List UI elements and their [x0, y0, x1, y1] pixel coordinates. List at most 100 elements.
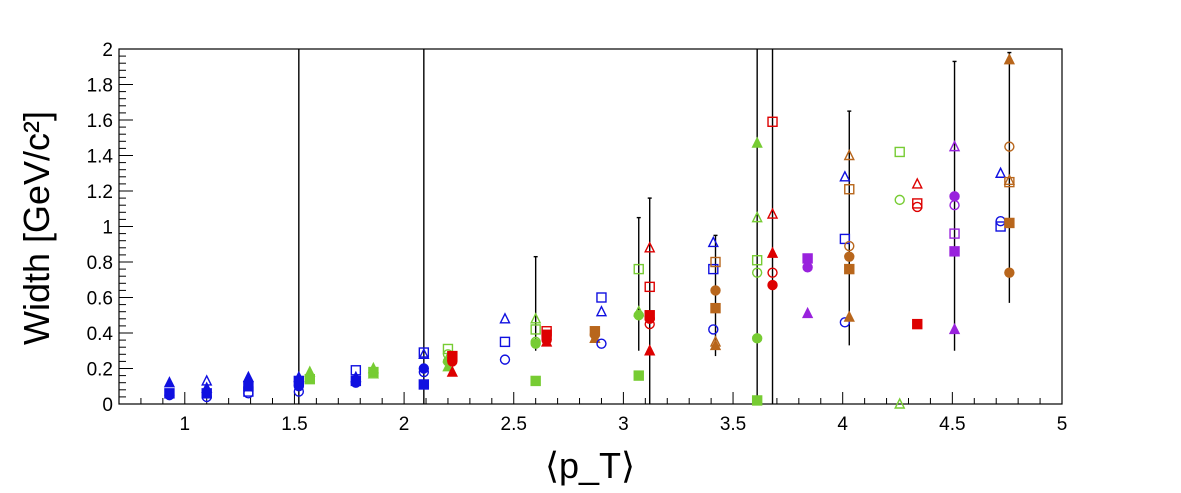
data-point-circle-open-red [644, 318, 655, 330]
data-point-square-open-red [767, 116, 778, 127]
plot-frame [118, 48, 1063, 405]
y-axis-ticks: 0 0.2 0.4 0.6 0.8 1 1.2 1.4 1.6 1.8 2 [87, 40, 133, 416]
data-point-square-open-orange [710, 256, 721, 268]
data-point-circle-open-green [894, 194, 905, 206]
x-axis-title: ⟨p_T⟩ [545, 445, 635, 486]
data-point-triangle-open-blue [707, 235, 719, 248]
data-point-circle-open-blue [418, 366, 430, 378]
data-point-circle-open-blue [499, 354, 511, 365]
data-point-square-filled-orange [844, 263, 855, 275]
data-point-square-filled-purple [802, 253, 813, 264]
y-axis-title-text: Width [GeV/c²] [16, 111, 57, 345]
data-point-square-open-green [751, 255, 763, 266]
data-point-circle-open-blue [596, 338, 607, 349]
data-point-square-filled-green [304, 373, 315, 385]
data-point-circle-filled-red [644, 313, 655, 324]
data-point-circle-open-blue [201, 391, 212, 403]
data-point-square-open-green [530, 324, 541, 335]
data-point-triangle-filled-orange [843, 310, 855, 322]
data-point-square-open-orange [1004, 176, 1015, 188]
data-point-square-open-orange [844, 184, 855, 195]
svg-text:⟨p_T⟩: ⟨p_T⟩ [545, 445, 635, 486]
x-tick-label: 3 [618, 414, 629, 435]
data-point-triangle-filled-green [442, 360, 454, 372]
y-tick-label: 0.8 [87, 253, 113, 274]
data-point-circle-filled-purple [949, 191, 960, 202]
data-point-square-filled-green [751, 395, 763, 406]
data-point-square-filled-orange [1004, 217, 1015, 229]
y-tick-label: 0.6 [87, 289, 113, 310]
data-point-square-open-green [633, 263, 644, 275]
y-axis-title: Width [GeV/c²] [16, 111, 57, 345]
data-point-triangle-filled-purple [801, 306, 814, 319]
x-tick-label: 1 [180, 414, 191, 435]
data-point-triangle-open-blue [499, 312, 511, 324]
data-point-square-filled-purple [949, 246, 960, 257]
data-point-square-open-blue [596, 292, 607, 303]
data-point-circle-filled-orange [1004, 267, 1015, 278]
data-point-circle-filled-orange [710, 285, 721, 296]
data-point-circle-open-red [767, 267, 778, 278]
x-tick-label: 3.5 [720, 414, 746, 435]
data-point-triangle-filled-red [766, 246, 779, 258]
data-point-triangle-filled-orange [589, 331, 601, 344]
y-tick-label: 0.2 [87, 360, 113, 381]
data-point-circle-open-blue [708, 324, 719, 335]
data-point-triangle-open-green [367, 367, 380, 379]
y-tick-label: 1.2 [87, 182, 113, 203]
x-tick-label: 4 [837, 414, 848, 435]
data-point-triangle-open-blue [418, 347, 430, 359]
data-point-triangle-open-orange [843, 148, 855, 161]
x-tick-label: 1.5 [281, 414, 307, 435]
data-point-triangle-filled-orange [1003, 53, 1016, 65]
data-point-square-filled-blue [418, 379, 430, 390]
data-point-triangle-filled-green [751, 136, 763, 148]
data-point-square-open-purple [949, 228, 960, 239]
x-axis-title-text: ⟨p_T⟩ [545, 445, 635, 486]
data-point-square-filled-orange [710, 302, 721, 314]
data-point-triangle-open-red [911, 177, 923, 189]
y-tick-label: 1.4 [87, 147, 114, 168]
data-point-square-open-red [912, 198, 923, 209]
data-point-circle-filled-orange [844, 251, 855, 262]
data-point-triangle-open-green [894, 397, 906, 409]
y-tick-label: 0 [102, 395, 113, 416]
data-point-circle-filled-green [530, 338, 541, 349]
data-point-square-open-blue [499, 336, 511, 348]
data-point-circle-filled-green [751, 333, 763, 344]
data-point-circle-filled-purple [802, 262, 813, 273]
data-point-circle-filled-red [447, 356, 458, 367]
data-point-square-open-green [894, 146, 905, 158]
data-point-square-open-blue [708, 263, 719, 275]
data-point-triangle-open-green [530, 312, 542, 324]
data-point-triangle-open-red [766, 207, 779, 219]
data-point-square-filled-red [912, 318, 923, 330]
data-point-triangle-open-orange [1003, 173, 1016, 186]
data-point-circle-open-orange [1004, 141, 1015, 152]
x-axis-ticks: 1 1.5 2 2.5 3 3.5 4 4.5 5 [118, 392, 1067, 435]
data-point-circle-filled-blue [293, 381, 305, 392]
data-point-square-filled-green [633, 370, 644, 381]
data-point-circle-open-blue [293, 386, 305, 397]
data-point-triangle-filled-orange [709, 338, 722, 351]
data-point-triangle-filled-red [541, 335, 553, 347]
data-point-triangle-open-purple [948, 140, 961, 152]
data-points [163, 53, 1016, 409]
y-tick-label: 2 [102, 40, 113, 61]
x-tick-label: 4.5 [939, 414, 965, 435]
data-point-circle-filled-red [767, 279, 778, 291]
data-point-circle-filled-blue [164, 389, 175, 401]
data-point-triangle-open-green [751, 211, 763, 223]
data-point-triangle-filled-blue [242, 370, 255, 383]
error-bars [298, 49, 1012, 404]
data-point-circle-open-blue [839, 317, 851, 328]
data-point-circle-filled-blue [418, 363, 430, 374]
data-point-circle-open-purple [949, 199, 960, 211]
data-point-triangle-open-red [644, 241, 656, 253]
data-point-circle-filled-blue [350, 377, 362, 388]
data-point-circle-open-red [912, 201, 923, 213]
data-point-circle-open-blue [243, 388, 254, 399]
data-point-square-filled-blue [201, 388, 212, 399]
